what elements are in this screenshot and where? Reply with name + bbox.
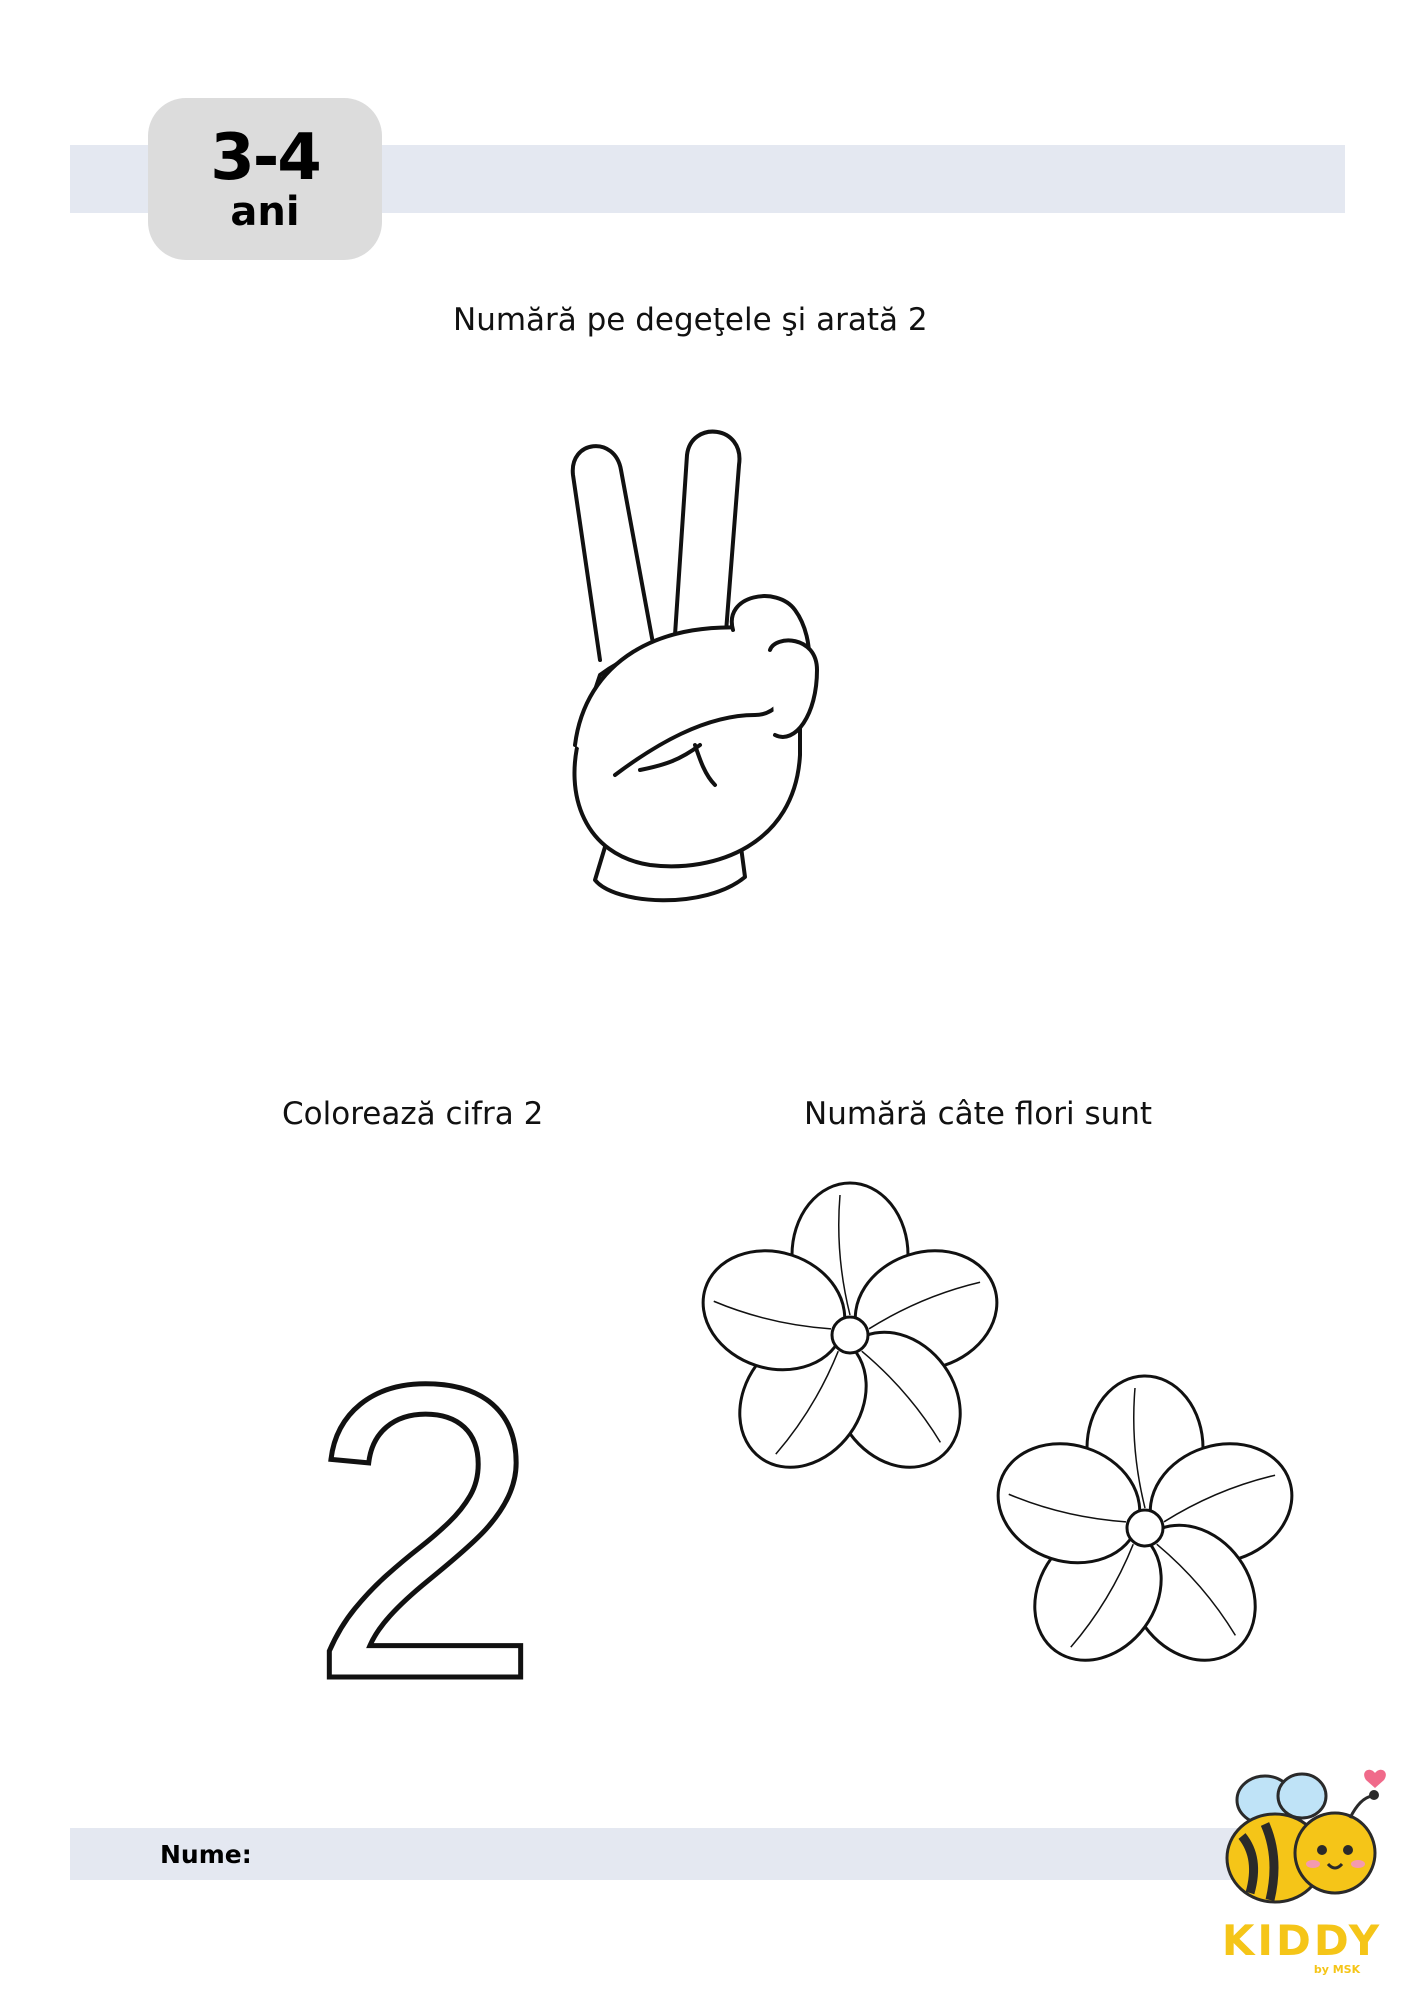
- bee-mascot-icon: [1225, 1769, 1386, 1904]
- flower-2: [996, 1374, 1294, 1662]
- flower-1: [701, 1181, 999, 1469]
- instruction-count-fingers: Numără pe degeţele şi arată 2: [453, 302, 928, 338]
- age-unit: ani: [230, 189, 300, 235]
- digit-two: 2: [308, 1298, 542, 1767]
- logo-wordmark: KIDDY: [1221, 1916, 1383, 1965]
- logo-subtitle: by MSK: [1313, 1963, 1361, 1976]
- name-label: Nume:: [160, 1840, 252, 1869]
- age-badge: 3-4 ani: [148, 98, 382, 260]
- outlined-digit-two: 2: [306, 1296, 545, 1770]
- instruction-count-flowers: Numără câte flori sunt: [804, 1096, 1153, 1132]
- age-range: 3-4: [210, 121, 322, 195]
- peace-hand-illustration: [570, 429, 819, 903]
- name-band: [70, 1828, 1280, 1880]
- instruction-color-digit: Colorează cifra 2: [282, 1096, 544, 1132]
